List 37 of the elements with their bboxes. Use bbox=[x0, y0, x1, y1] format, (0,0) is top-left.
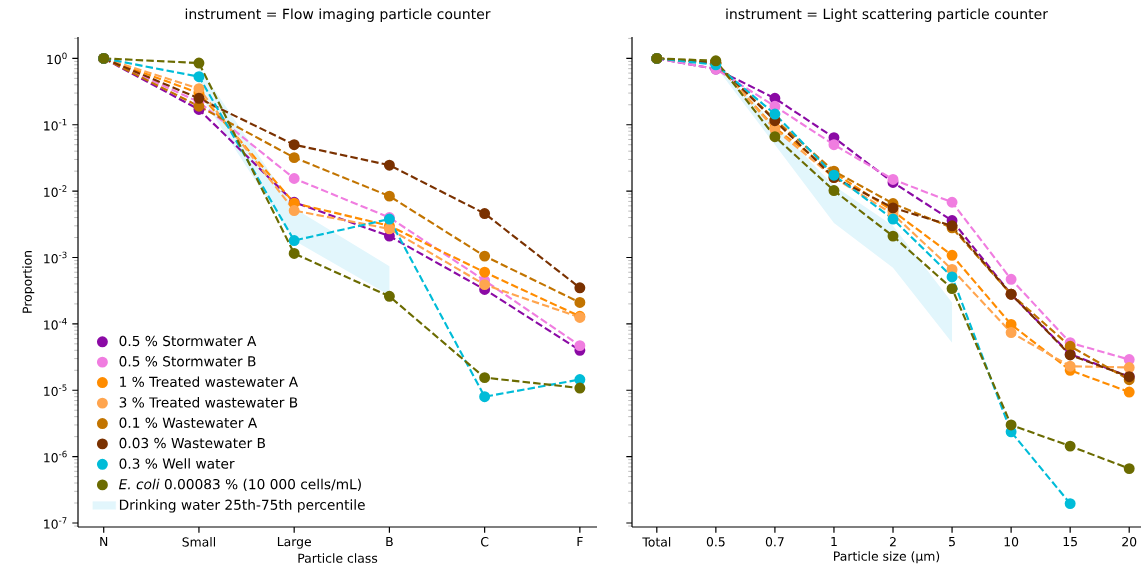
y-tick-label: 10$^{-3}$ bbox=[44, 251, 67, 264]
legend-label: 1 % Treated wastewater A bbox=[120, 376, 299, 388]
x-tick-label: 1 bbox=[831, 537, 837, 547]
legend-label: 0.03 % Wastewater B bbox=[119, 437, 265, 449]
y-tick-label: 10$^{0}$ bbox=[47, 52, 67, 65]
x-tick-label: N bbox=[100, 537, 108, 547]
legend-label: 0.5 % Stormwater B bbox=[119, 356, 256, 367]
x-tick-label: Total bbox=[642, 537, 671, 547]
x-tick-label: 0.7 bbox=[765, 537, 784, 547]
x-tick-label: 20 bbox=[1122, 537, 1137, 547]
x-tick-label: Small bbox=[182, 537, 216, 547]
x-axis-title: Particle class bbox=[298, 553, 378, 563]
x-tick-label: B bbox=[386, 537, 393, 547]
y-tick-label: 10$^{-6}$ bbox=[44, 450, 67, 463]
y-tick-label: 10$^{-2}$ bbox=[44, 185, 67, 197]
legend-label: 0.5 % Stormwater A bbox=[119, 335, 257, 347]
x-tick-label: Large bbox=[277, 537, 311, 549]
legend-label: 0.1 % Wastewater A bbox=[119, 417, 258, 428]
x-tick-label: 0.5 bbox=[706, 537, 725, 547]
x-tick-label: 2 bbox=[889, 537, 896, 547]
y-tick-label: 10$^{-1}$ bbox=[44, 118, 67, 131]
x-tick-label: F bbox=[577, 537, 583, 547]
y-tick-label: 10$^{-5}$ bbox=[44, 384, 67, 397]
chart-title: instrument = Light scattering particle counter bbox=[726, 8, 1049, 22]
x-tick-label: C bbox=[481, 537, 489, 547]
chart-title: instrument = Flow imaging particle counter bbox=[185, 8, 491, 22]
x-tick-label: 10 bbox=[1004, 537, 1019, 547]
legend-label: Drinking water 25th-75th percentile bbox=[119, 499, 365, 513]
x-tick-label: 15 bbox=[1063, 537, 1077, 547]
legend-label: 0.3 % Well water bbox=[119, 458, 235, 469]
legend-label: 3 % Treated wastewater B bbox=[119, 396, 298, 408]
y-tick-label: 10$^{-7}$ bbox=[44, 517, 67, 529]
y-axis-title: Proportion bbox=[22, 251, 35, 313]
x-axis-title: Particle size (μm) bbox=[834, 551, 940, 564]
y-tick-label: 10$^{-4}$ bbox=[44, 318, 67, 330]
x-tick-label: 5 bbox=[949, 537, 955, 547]
legend-label: E. coli 0.00083 % (10 000 cells/mL) bbox=[118, 478, 361, 491]
